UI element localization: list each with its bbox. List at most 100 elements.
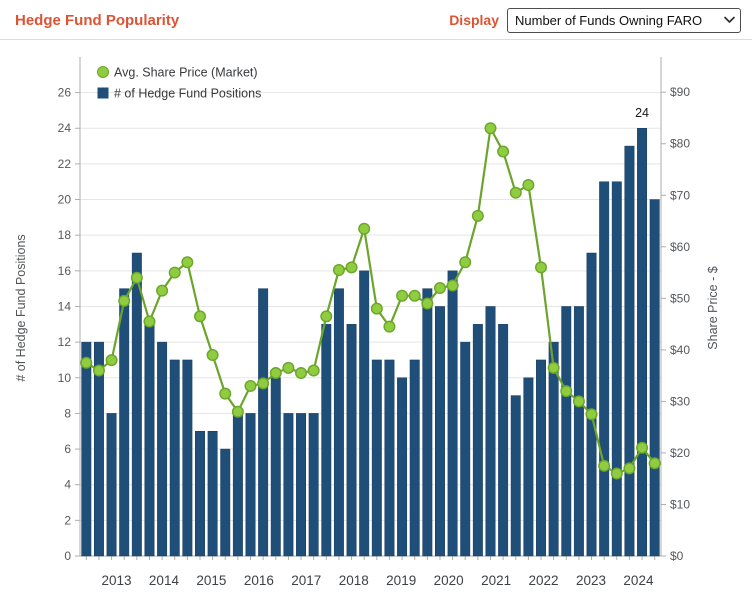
share-price-point [156,284,169,297]
right-axis-tick-label: $90 [670,85,690,99]
x-axis-year-label: 2022 [529,573,559,588]
share-price-point [295,367,308,380]
x-axis-year-label: 2021 [481,573,511,588]
hedge-fund-positions-bar [523,377,534,557]
share-price-point [282,361,295,374]
left-axis-tick-label: 14 [58,299,72,313]
hedge-fund-positions-bar [232,413,243,557]
left-axis-tick-label: 18 [58,228,72,242]
hedge-fund-positions-bar [333,288,344,557]
share-price-point [497,145,510,158]
x-axis-year-label: 2015 [196,573,226,588]
hedge-fund-positions-bar [485,306,496,557]
share-price-point [168,266,181,279]
hedge-fund-positions-bar [93,341,104,557]
share-price-point [92,364,105,377]
share-price-point [269,367,282,380]
page-title: Hedge Fund Popularity [15,11,180,29]
share-price-point [433,282,446,295]
hedge-fund-positions-bar [169,359,180,557]
share-price-point [636,441,649,454]
right-axis-title: Share Price - $ [706,266,720,349]
share-price-point [509,186,522,199]
hedge-fund-positions-bar [245,413,256,557]
hedge-fund-positions-bar [371,359,382,557]
hedge-fund-positions-bar [460,341,471,557]
hedge-fund-positions-bar [498,324,509,557]
share-price-point [446,279,459,292]
hedge-fund-positions-bar [586,252,597,557]
hedge-fund-positions-bar [536,359,546,557]
share-price-point [623,462,636,475]
hedge-fund-positions-bar [599,181,610,557]
display-select[interactable]: Number of Funds Owning FARO [507,7,741,33]
share-price-point [244,379,257,392]
left-axis-tick-label: 20 [58,193,72,207]
share-price-point [231,405,244,418]
x-axis-year-label: 2014 [149,573,180,588]
left-axis-tick-label: 16 [58,264,72,278]
widget-header: Hedge Fund Popularity Display Number of … [0,0,752,39]
x-axis-year-label: 2024 [623,573,654,588]
display-control: Display Number of Funds Owning FARO [449,7,741,33]
hedge-fund-positions-bar [321,324,332,557]
hedge-fund-positions-bar [270,377,281,557]
hedge-fund-positions-bar [561,306,572,557]
hedge-fund-positions-bar [510,395,521,557]
hedge-fund-positions-bar [131,252,142,557]
right-axis-tick-label: $30 [670,394,690,408]
share-price-point [560,385,573,398]
chart-canvas: 02468101214161820222426$0$10$20$30$40$50… [14,57,720,588]
legend-square-marker [97,87,109,99]
share-price-point [332,263,345,276]
share-price-point [572,395,585,408]
share-price-point [181,256,194,269]
left-axis-tick-label: 4 [64,478,71,492]
left-axis-tick-label: 22 [58,157,72,171]
share-price-point [408,289,421,302]
x-axis-year-label: 2018 [339,573,369,588]
share-price-point [358,222,371,235]
share-price-point [345,261,358,274]
share-price-point [105,354,118,367]
share-price-line [85,124,656,475]
left-axis-tick-label: 8 [64,406,71,420]
share-price-point [130,271,143,284]
hedge-fund-positions-bar [119,288,130,557]
x-axis-year-label: 2019 [386,573,416,588]
share-price-point [206,349,219,362]
right-axis-tick-label: $70 [670,188,690,202]
legend-label: Avg. Share Price (Market) [114,66,258,80]
x-axis-year-label: 2016 [244,573,274,588]
hedge-fund-positions-bar [195,430,205,557]
share-price-point [421,297,434,310]
hedge-fund-positions-bar [637,127,648,557]
hedge-fund-positions-bar [283,413,294,557]
hedge-fund-positions-bar [548,341,559,557]
hedge-fund-positions-bar [422,288,433,557]
hedge-fund-positions-bar [409,359,420,557]
hedge-fund-positions-bar [397,377,408,557]
share-price-point [535,261,548,274]
hedge-fund-positions-bar [384,359,395,557]
hedge-fund-positions-bar [624,145,635,557]
share-price-point [459,256,472,269]
left-axis-tick-label: 0 [64,549,71,563]
hedge-fund-positions-bar [157,341,168,557]
legend-item-share-price[interactable]: Avg. Share Price (Market) [97,66,258,80]
share-price-point [471,209,484,222]
hedge-fund-positions-bar [573,306,584,557]
hedge-fund-positions-bar [447,270,458,557]
legend-circle-marker [97,66,109,78]
x-axis-year-label: 2023 [576,573,606,588]
legend-item-positions[interactable]: # of Hedge Fund Positions [97,87,262,101]
hedge-fund-positions-bar [308,413,319,557]
hedge-fund-positions-bar [296,413,306,557]
left-axis-tick-label: 26 [58,86,72,100]
display-select-wrap: Number of Funds Owning FARO [507,7,741,33]
share-price-point [396,289,409,302]
share-price-point [143,315,156,328]
x-axis-year-label: 2017 [291,573,321,588]
left-axis-tick-label: 24 [58,121,72,135]
left-axis-tick-label: 2 [64,513,71,527]
